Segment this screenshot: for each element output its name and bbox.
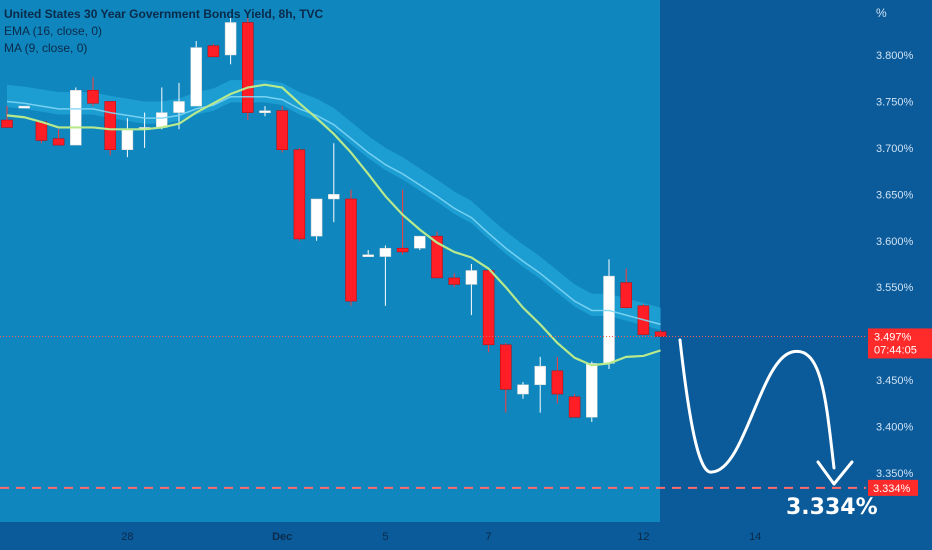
candle-body <box>224 22 237 56</box>
candle-body <box>52 138 65 146</box>
y-tick-label: 3.550% <box>876 282 914 294</box>
legend-ema: EMA (16, close, 0) <box>4 24 103 38</box>
candle-body <box>517 384 529 395</box>
candle-body <box>310 198 323 237</box>
x-axis: 28 Dec 5 7 12 14 <box>121 531 761 543</box>
y-tick-label: 3.650% <box>876 189 914 201</box>
candle-body <box>345 198 357 302</box>
indicator-lines <box>6 83 661 367</box>
legend-title: United States 30 Year Government Bonds Y… <box>4 7 324 21</box>
ma-line <box>6 83 661 367</box>
annotations: 3.497%07:44:05 3.334%3.334% <box>0 328 932 520</box>
candle-body <box>35 121 48 141</box>
candle-body <box>362 254 374 257</box>
candle-body <box>70 90 82 146</box>
candle-body <box>396 247 409 253</box>
target-tag-value: 3.334% <box>873 483 911 495</box>
projection-arrowhead <box>816 460 854 486</box>
legend: United States 30 Year Government Bonds Y… <box>4 6 323 57</box>
candle-body <box>465 270 478 285</box>
x-tick-label: 14 <box>749 531 761 543</box>
x-tick-label: Dec <box>272 531 292 543</box>
candle-body <box>482 270 495 346</box>
candle-body <box>87 90 99 104</box>
projection-path <box>678 338 836 474</box>
candle-body <box>414 235 426 249</box>
legend-ma: MA (9, close, 0) <box>4 41 88 55</box>
ema-line <box>6 96 661 326</box>
candle-body <box>293 149 306 240</box>
candle-body <box>551 370 564 395</box>
plot-area <box>0 0 660 522</box>
x-tick-label: 12 <box>637 531 649 543</box>
candle-body <box>586 363 598 418</box>
candle-body <box>259 110 271 113</box>
candle-body <box>448 277 460 285</box>
candles <box>1 17 667 422</box>
candle-body <box>207 45 220 58</box>
candle-body <box>121 129 134 150</box>
y-tick-label: 3.700% <box>876 143 914 155</box>
candle-body <box>242 22 254 113</box>
target-label: 3.334% <box>786 495 878 520</box>
candle-body <box>190 47 202 107</box>
candle-body <box>328 194 340 200</box>
y-tick-label: 3.600% <box>876 236 914 248</box>
candle-body <box>654 331 667 337</box>
candle-body <box>620 282 632 308</box>
axis-unit-label: % <box>876 6 887 20</box>
candle-body <box>500 344 512 390</box>
candle-body <box>431 235 443 279</box>
y-tick-label: 3.350% <box>876 468 914 480</box>
candle-body <box>568 396 581 418</box>
candle-body <box>1 119 13 128</box>
candle-body <box>104 101 116 150</box>
candle-body <box>603 275 615 364</box>
candle-body <box>534 365 546 386</box>
candle-body <box>156 112 168 128</box>
x-tick-label: 28 <box>121 531 133 543</box>
price-tag-box <box>868 328 932 359</box>
y-tick-label: 3.450% <box>876 375 914 387</box>
candle-body <box>379 247 392 257</box>
x-tick-label: 5 <box>382 531 388 543</box>
target-tag-box <box>868 479 918 496</box>
candle-body <box>18 105 30 109</box>
price-tag-value: 3.497% <box>874 331 912 343</box>
candle-body <box>173 101 185 113</box>
price-tag-countdown: 07:44:05 <box>874 344 917 356</box>
candle-body <box>276 110 288 150</box>
y-axis: 3.800% 3.750% 3.700% 3.650% 3.600% 3.550% 3.45… <box>876 50 914 480</box>
y-tick-label: 3.400% <box>876 422 914 434</box>
x-tick-label: 7 <box>486 531 492 543</box>
y-tick-label: 3.750% <box>876 96 914 108</box>
y-tick-label: 3.800% <box>876 50 914 62</box>
